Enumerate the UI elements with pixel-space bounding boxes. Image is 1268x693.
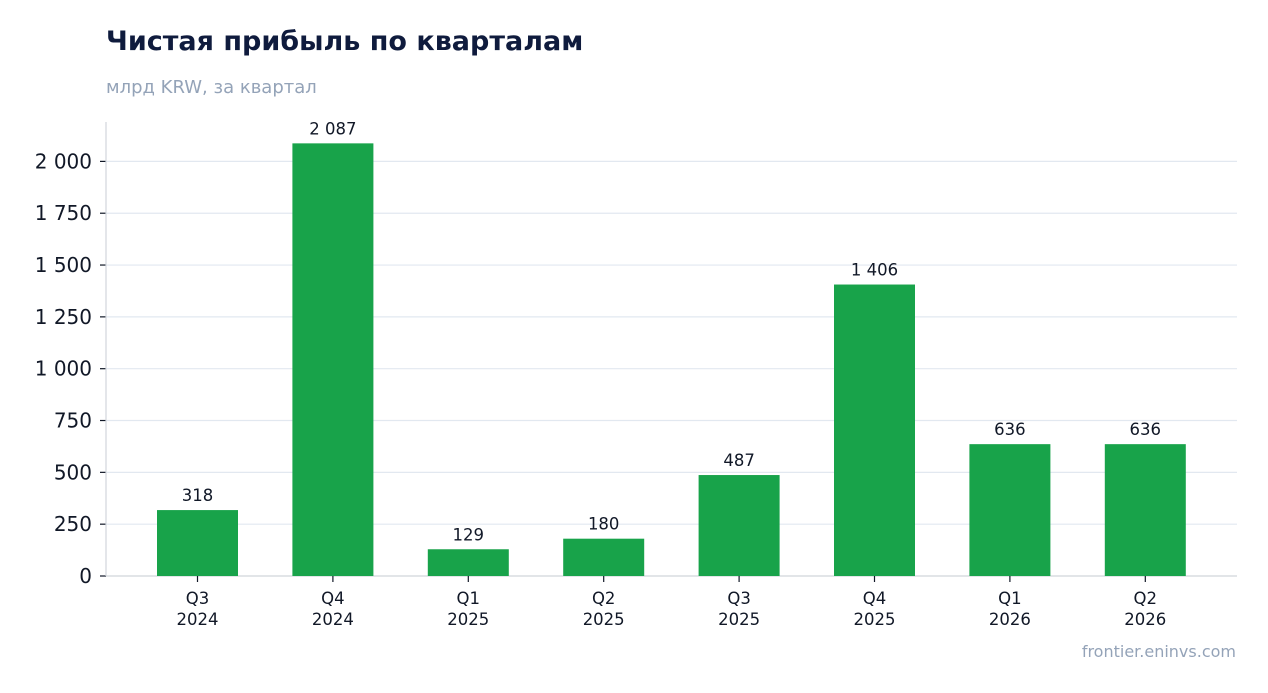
bar [157,510,238,576]
bar [834,284,915,576]
bar-value-label: 636 [1130,420,1162,439]
bar [1104,444,1186,576]
x-tick-label-year: 2026 [989,610,1031,629]
bar-value-label: 487 [723,451,755,470]
bar [292,143,374,576]
labels: 0 250 500 750 1 000 1 250 1 500 1 750 2 000 318 Q3… [35,119,1167,629]
y-tick-label: 500 [54,460,92,484]
bar-value-label: 1 406 [851,261,898,280]
chart-subtitle: млрд KRW, за квартал [106,77,317,98]
bars [157,143,1186,576]
bar [427,549,509,576]
x-tick-label-quarter: Q1 [457,589,481,608]
x-tick-label-year: 2025 [447,610,489,629]
y-tick-label: 250 [54,512,92,536]
axes [100,122,1237,582]
bar [563,538,645,576]
bar [969,444,1051,576]
y-tick-label: 2 000 [35,149,92,173]
y-tick-label: 1 000 [35,357,92,381]
grid-lines [106,160,1237,525]
x-tick-label-quarter: Q3 [186,589,210,608]
bar-value-label: 2 087 [309,119,356,138]
x-tick-label-year: 2026 [1124,610,1166,629]
x-tick-label-quarter: Q4 [863,589,887,608]
x-tick-label-year: 2025 [583,610,625,629]
bar-value-label: 180 [588,515,620,534]
x-tick-label-quarter: Q1 [998,589,1022,608]
bar-value-label: 636 [994,420,1026,439]
x-tick-label-quarter: Q2 [1134,589,1158,608]
x-tick-label-quarter: Q3 [727,589,751,608]
x-tick-label-year: 2025 [854,610,896,629]
y-tick-label: 750 [54,409,92,433]
x-tick-label-quarter: Q2 [592,589,616,608]
x-tick-label-year: 2025 [718,610,760,629]
x-tick-label-year: 2024 [177,610,219,629]
bar-value-label: 318 [182,486,214,505]
bar [698,475,780,576]
y-tick-label: 1 250 [35,305,92,329]
y-tick-label: 0 [79,564,92,588]
bar-value-label: 129 [453,525,485,544]
y-tick-label: 1 750 [35,201,92,225]
x-tick-label-year: 2024 [312,610,354,629]
x-tick-label-quarter: Q4 [321,589,345,608]
y-tick-label: 1 500 [35,253,92,277]
source-credit: frontier.eninvs.com [1081,642,1236,661]
chart-title: Чистая прибыль по кварталам [106,26,584,57]
